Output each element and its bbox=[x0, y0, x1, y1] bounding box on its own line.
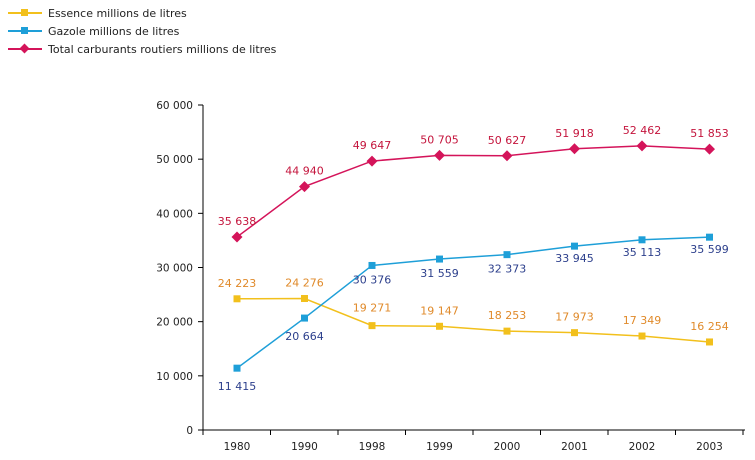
data-label: 24 276 bbox=[285, 277, 324, 290]
data-point-marker bbox=[436, 255, 443, 263]
data-point-marker bbox=[301, 295, 308, 303]
data-label: 49 647 bbox=[353, 139, 392, 152]
data-point-marker bbox=[571, 329, 578, 337]
data-label: 35 113 bbox=[623, 246, 662, 259]
data-point-marker bbox=[368, 322, 376, 330]
data-point-marker bbox=[299, 181, 310, 193]
data-point-marker bbox=[503, 251, 511, 259]
data-label: 24 223 bbox=[218, 277, 257, 290]
x-tick-label: 1999 bbox=[426, 441, 453, 453]
series-line-2 bbox=[236, 145, 710, 238]
data-point-marker bbox=[368, 261, 376, 269]
data-label: 31 559 bbox=[420, 267, 459, 280]
legend-item-gazole: Gazole millions de litres bbox=[8, 22, 276, 40]
data-point-marker bbox=[231, 231, 243, 243]
data-label: 16 254 bbox=[690, 320, 729, 333]
data-point-marker bbox=[501, 150, 513, 162]
data-point-marker bbox=[366, 155, 378, 167]
y-tick-label: 20 000 bbox=[156, 317, 193, 329]
y-tick-label: 40 000 bbox=[156, 208, 193, 220]
data-point-marker bbox=[233, 295, 241, 303]
data-label: 18 253 bbox=[488, 309, 527, 322]
data-label: 51 918 bbox=[555, 127, 594, 140]
series-line-0 bbox=[236, 297, 710, 343]
legend-swatch-gazole bbox=[8, 25, 42, 37]
data-point-marker bbox=[704, 143, 715, 155]
legend-item-essence: Essence millions de litres bbox=[8, 4, 276, 22]
legend-swatch-total bbox=[8, 43, 42, 55]
data-point-marker bbox=[638, 236, 646, 244]
y-tick-label: 10 000 bbox=[156, 371, 193, 383]
data-label: 20 664 bbox=[285, 330, 324, 343]
series-line-1 bbox=[236, 236, 710, 369]
y-tick-label: 50 000 bbox=[156, 154, 193, 166]
data-label: 50 705 bbox=[420, 133, 459, 146]
data-label: 33 945 bbox=[555, 252, 594, 265]
data-point-marker bbox=[706, 233, 713, 241]
data-point-marker bbox=[233, 364, 241, 372]
x-tick-label: 2001 bbox=[561, 441, 588, 453]
legend-item-total: Total carburants routiers millions de li… bbox=[8, 40, 276, 58]
data-label: 51 853 bbox=[690, 127, 729, 140]
data-label: 44 940 bbox=[285, 165, 324, 178]
legend: Essence millions de litres Gazole millio… bbox=[8, 4, 276, 58]
data-label: 11 415 bbox=[218, 380, 257, 393]
x-tick-label: 2000 bbox=[494, 441, 521, 453]
data-label: 35 638 bbox=[218, 215, 257, 228]
data-label: 50 627 bbox=[488, 134, 527, 147]
data-point-marker bbox=[503, 327, 511, 335]
legend-swatch-essence bbox=[8, 7, 42, 19]
x-tick-label: 2002 bbox=[629, 441, 656, 453]
data-label: 32 373 bbox=[488, 263, 527, 276]
y-tick-label: 30 000 bbox=[156, 263, 193, 275]
data-label: 52 462 bbox=[623, 124, 662, 137]
legend-label-total: Total carburants routiers millions de li… bbox=[48, 42, 277, 56]
data-point-marker bbox=[436, 322, 443, 330]
legend-label-gazole: Gazole millions de litres bbox=[48, 24, 180, 38]
data-point-marker bbox=[706, 338, 713, 346]
x-tick-label: 2003 bbox=[696, 441, 723, 453]
data-point-marker bbox=[571, 242, 578, 250]
data-label: 19 271 bbox=[353, 302, 392, 315]
legend-label-essence: Essence millions de litres bbox=[48, 6, 187, 20]
data-point-marker bbox=[638, 332, 646, 340]
data-label: 17 973 bbox=[555, 311, 594, 324]
x-tick-label: 1980 bbox=[224, 441, 251, 453]
y-tick-label: 0 bbox=[186, 425, 193, 437]
data-point-marker bbox=[434, 149, 445, 161]
data-point-marker bbox=[569, 143, 580, 155]
x-tick-label: 1990 bbox=[291, 441, 318, 453]
data-point-marker bbox=[636, 140, 648, 152]
y-tick-label: 60 000 bbox=[156, 100, 193, 112]
data-label: 35 599 bbox=[690, 243, 729, 256]
data-label: 17 349 bbox=[623, 314, 662, 327]
data-label: 30 376 bbox=[353, 273, 392, 286]
data-point-marker bbox=[301, 314, 308, 322]
data-label: 19 147 bbox=[420, 304, 459, 317]
x-tick-label: 1998 bbox=[359, 441, 386, 453]
